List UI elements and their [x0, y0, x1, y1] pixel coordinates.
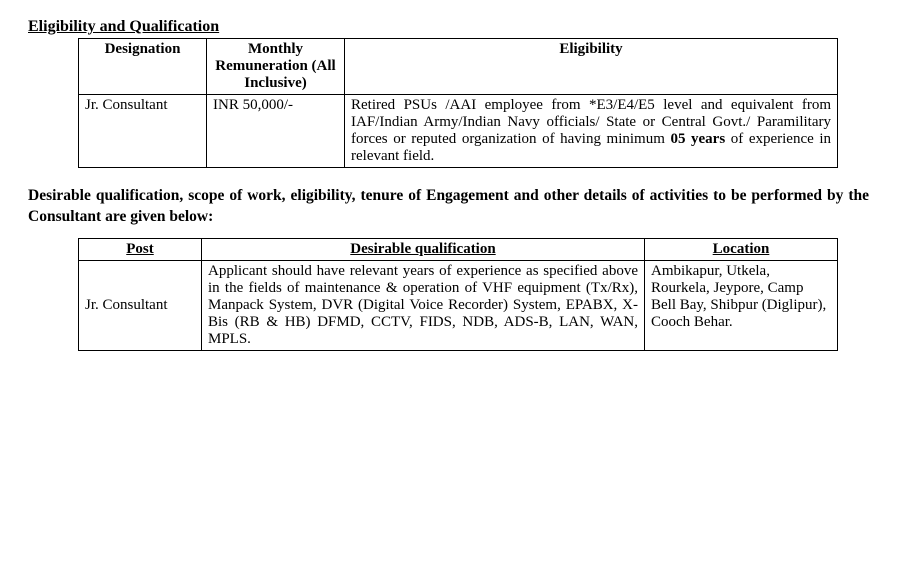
- cell-qualification: Applicant should have relevant years of …: [202, 260, 645, 350]
- desirable-paragraph: Desirable qualification, scope of work, …: [28, 186, 869, 228]
- eligibility-table: Designation Monthly Remuneration (All In…: [78, 38, 838, 168]
- eligibility-heading: Eligibility and Qualification: [28, 18, 869, 36]
- desirable-table: Post Desirable qualification Location Jr…: [78, 238, 838, 351]
- cell-remuneration: INR 50,000/-: [207, 95, 345, 168]
- col-header-remuneration: Monthly Remuneration (All Inclusive): [207, 39, 345, 95]
- eligibility-years-bold: 05 years: [670, 131, 725, 147]
- cell-post: Jr. Consultant: [79, 260, 202, 350]
- cell-location: Ambikapur, Utkela, Rourkela, Jeypore, Ca…: [645, 260, 838, 350]
- table-row: Jr. Consultant Applicant should have rel…: [79, 260, 838, 350]
- col-header-designation: Designation: [79, 39, 207, 95]
- cell-eligibility: Retired PSUs /AAI employee from *E3/E4/E…: [345, 95, 838, 168]
- col-header-location: Location: [645, 238, 838, 260]
- cell-designation: Jr. Consultant: [79, 95, 207, 168]
- col-header-post: Post: [79, 238, 202, 260]
- table-header-row: Designation Monthly Remuneration (All In…: [79, 39, 838, 95]
- table-row: Jr. Consultant INR 50,000/- Retired PSUs…: [79, 95, 838, 168]
- col-header-eligibility: Eligibility: [345, 39, 838, 95]
- col-header-qualification: Desirable qualification: [202, 238, 645, 260]
- table-header-row: Post Desirable qualification Location: [79, 238, 838, 260]
